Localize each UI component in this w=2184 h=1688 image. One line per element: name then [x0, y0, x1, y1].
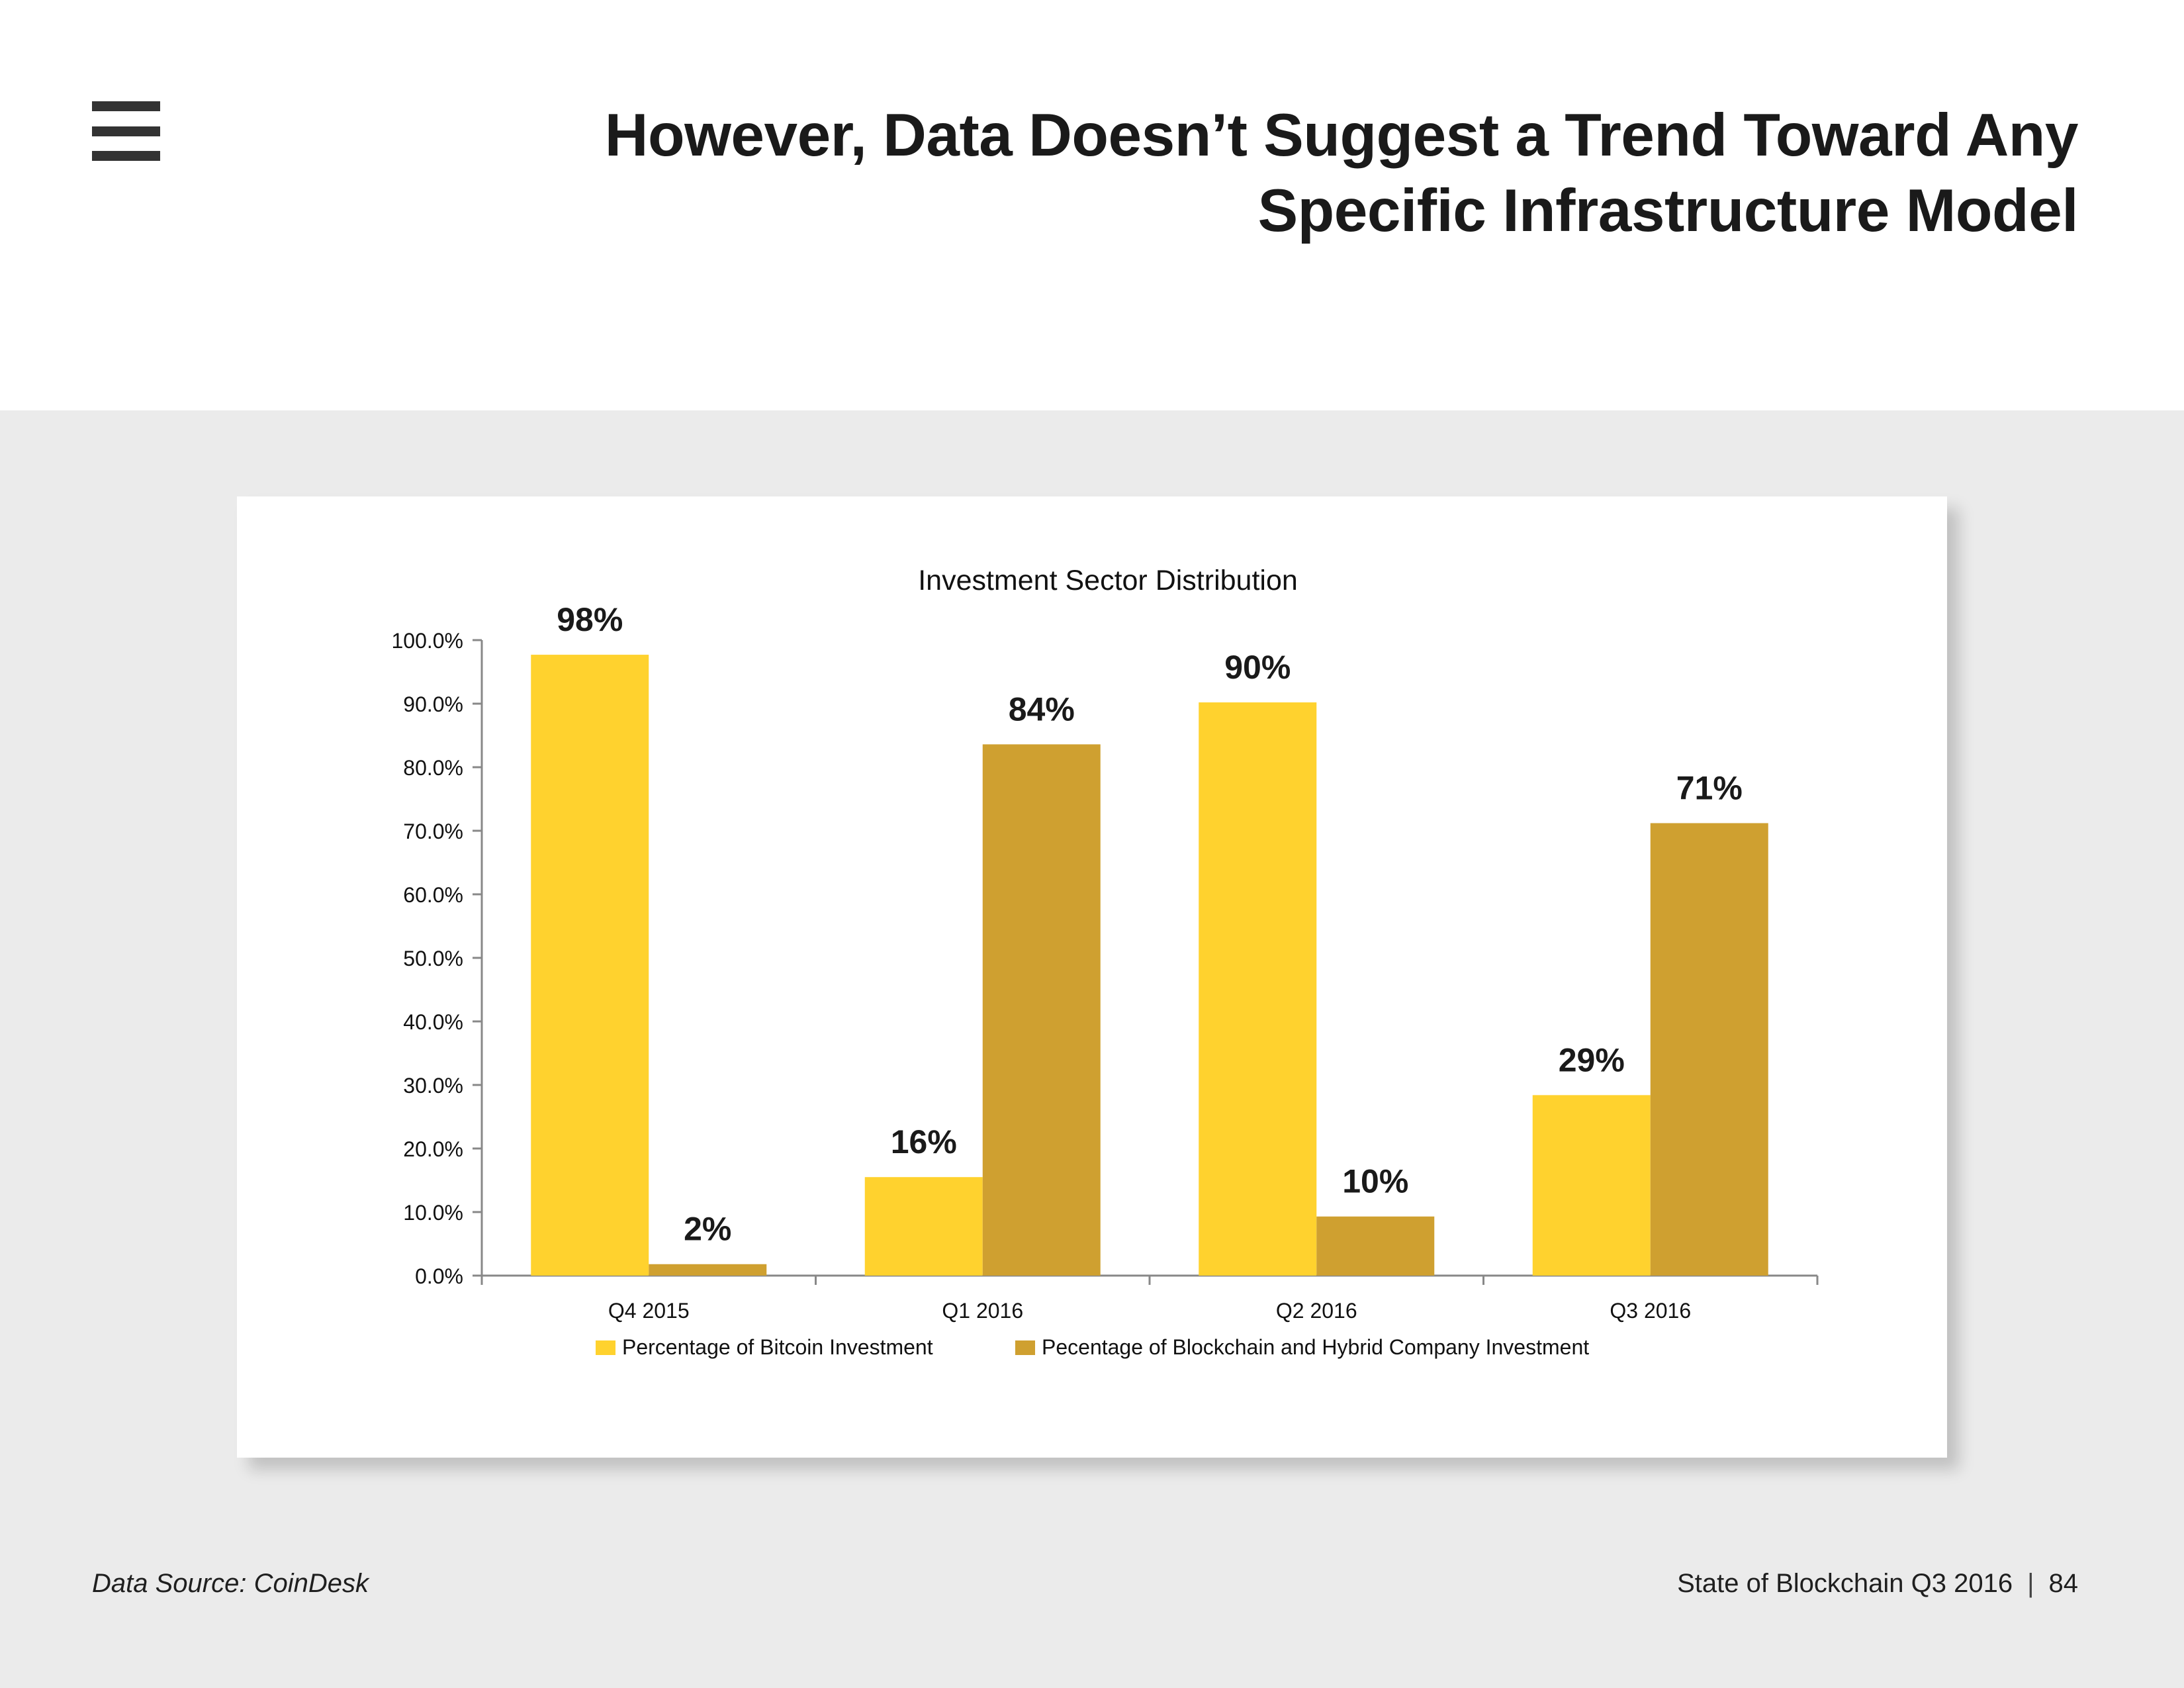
x-tick-label: Q2 2016 [1276, 1299, 1357, 1323]
bar-blockchain-2 [1316, 1216, 1435, 1276]
chart-title: Investment Sector Distribution [918, 565, 1298, 596]
x-tick-label: Q4 2015 [608, 1299, 690, 1323]
investment-chart: Investment Sector Distribution 0.0% 10.0%… [391, 565, 1819, 1359]
y-tick-label: 90.0% [403, 692, 463, 716]
data-label: 10% [1342, 1163, 1408, 1200]
y-tick-label: 20.0% [403, 1137, 463, 1161]
y-tick-label: 100.0% [391, 629, 463, 653]
hamburger-menu-icon[interactable] [92, 101, 160, 161]
page-number: 84 [2048, 1569, 2079, 1598]
plot-area: 0.0% 10.0% 20.0% 30.0% 40.0% 50.0% 60.0% 70.0% 8… [391, 601, 1819, 1323]
menu-bar [92, 151, 160, 161]
x-tick-label: Q3 2016 [1610, 1299, 1691, 1323]
report-name: State of Blockchain Q3 2016 [1677, 1569, 2013, 1598]
chart-card: Investment Sector Distribution 0.0% 10.0%… [237, 496, 1947, 1458]
page-title: However, Data Doesn’t Suggest a Trend To… [490, 98, 2079, 249]
bar-blockchain-3 [1650, 823, 1768, 1276]
data-label: 16% [891, 1123, 957, 1160]
y-tick-label: 10.0% [403, 1201, 463, 1225]
data-source-note: Data Source: CoinDesk [92, 1569, 369, 1598]
bar-blockchain-0 [649, 1264, 767, 1276]
legend-label-blockchain: Pecentage of Blockchain and Hybrid Compa… [1042, 1335, 1589, 1359]
data-label: 90% [1224, 649, 1291, 686]
chart-legend: Percentage of Bitcoin Investment Pecentag… [596, 1335, 1589, 1359]
bar-bitcoin-2 [1199, 702, 1317, 1276]
y-tick-label: 70.0% [403, 820, 463, 843]
data-label: 2% [684, 1211, 731, 1248]
y-tick-label: 50.0% [403, 947, 463, 970]
page-title-line-1: However, Data Doesn’t Suggest a Trend To… [604, 102, 2079, 169]
menu-bar [92, 101, 160, 111]
legend-swatch-bitcoin [596, 1340, 615, 1355]
legend-label-bitcoin: Percentage of Bitcoin Investment [622, 1335, 933, 1359]
bar-bitcoin-1 [864, 1177, 983, 1276]
footer-report-info: State of Blockchain Q3 2016 | 84 [1677, 1569, 2078, 1599]
y-tick-label: 0.0% [415, 1264, 463, 1288]
bar-bitcoin-0 [531, 655, 649, 1276]
menu-bar [92, 126, 160, 136]
data-label: 71% [1676, 769, 1743, 806]
y-tick-label: 80.0% [403, 756, 463, 780]
bar-blockchain-1 [982, 744, 1101, 1276]
footer-separator: | [2027, 1569, 2034, 1598]
y-tick-label: 40.0% [403, 1010, 463, 1034]
bar-bitcoin-3 [1532, 1095, 1651, 1276]
legend-swatch-blockchain [1015, 1340, 1035, 1355]
data-label: 29% [1559, 1041, 1625, 1078]
data-label: 84% [1009, 690, 1075, 727]
page-title-line-2: Specific Infrastructure Model [1257, 177, 2078, 244]
y-tick-label: 30.0% [403, 1074, 463, 1098]
x-tick-label: Q1 2016 [942, 1299, 1023, 1323]
y-tick-label: 60.0% [403, 883, 463, 907]
data-label: 98% [557, 601, 623, 638]
